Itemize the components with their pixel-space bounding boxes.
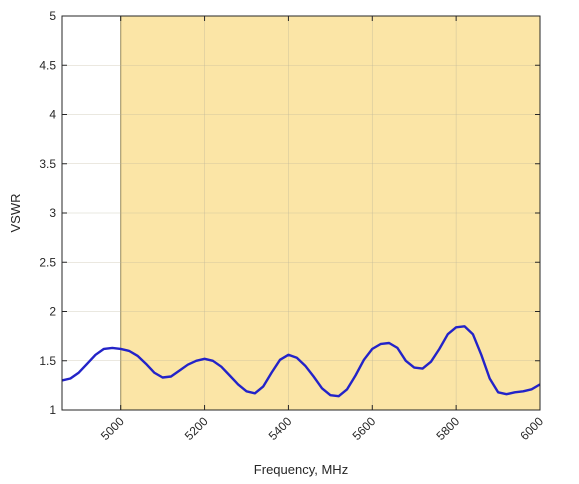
x-tick-label: 5400	[266, 414, 295, 443]
x-tick-label: 5600	[350, 414, 379, 443]
y-tick-label: 3.5	[39, 157, 56, 171]
y-tick-label: 4.5	[39, 58, 56, 72]
x-tick-label: 5800	[433, 414, 462, 443]
y-tick-label: 3	[49, 206, 56, 220]
x-axis-title: Frequency, MHz	[254, 462, 348, 477]
y-tick-label: 4	[49, 108, 56, 122]
x-tick-label: 6000	[517, 414, 546, 443]
vswr-series-line	[61, 325, 541, 398]
y-tick-label: 5	[49, 9, 56, 23]
x-tick-label: 5000	[98, 414, 127, 443]
y-tick-label: 2	[49, 305, 56, 319]
y-tick-label: 1.5	[39, 354, 56, 368]
axis-ticks	[62, 15, 541, 411]
y-tick-labels: 1 1.5 2 2.5 3 3.5 4 4.5 5	[39, 9, 56, 417]
y-axis-title: VSWR	[8, 194, 23, 233]
x-tick-labels: 5000 5200 5400 5600 5800 6000	[98, 414, 546, 443]
y-tick-label: 2.5	[39, 255, 56, 269]
x-tick-label: 5200	[182, 414, 211, 443]
y-tick-label: 1	[49, 403, 56, 417]
